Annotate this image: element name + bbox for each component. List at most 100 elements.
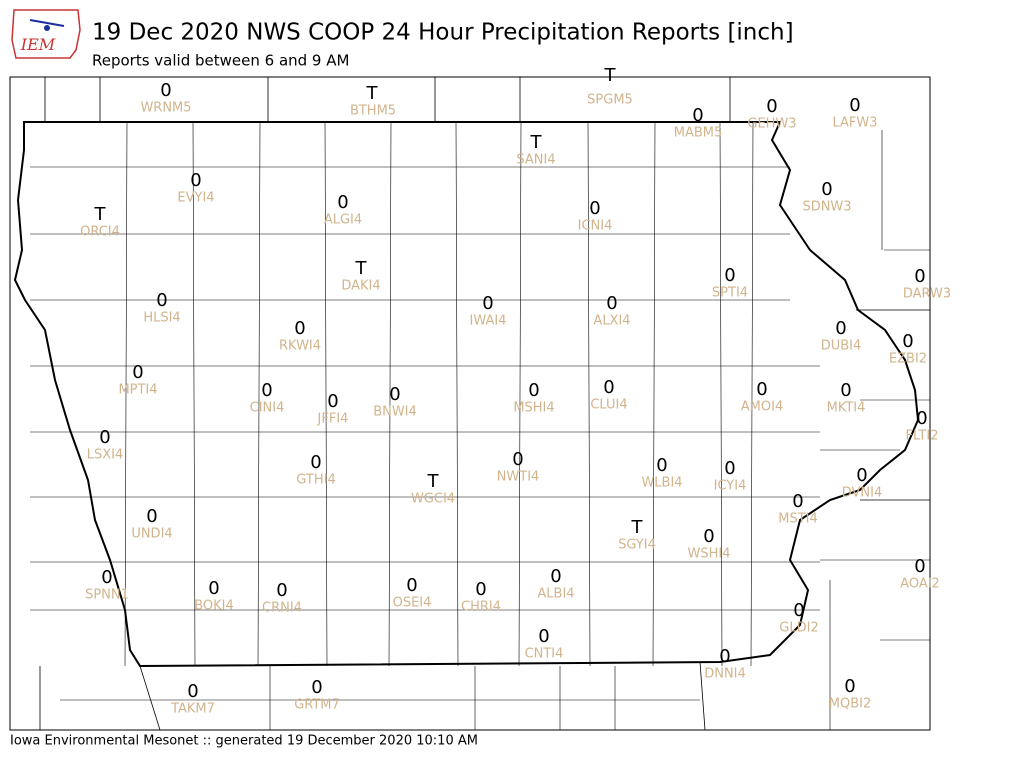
subtitle: Reports valid between 6 and 9 AM <box>92 52 349 70</box>
station-value: 0 <box>603 377 614 398</box>
station-id: SGYI4 <box>618 538 656 553</box>
station-value: 0 <box>835 318 846 339</box>
station-id: DNNI4 <box>704 667 746 682</box>
stations: 0WRNM5TBTHM5TSPGM50MABM50GEHW30LAFW3TSAN… <box>80 65 951 717</box>
station-value: 0 <box>914 266 925 287</box>
station-id: BTHM5 <box>350 104 396 119</box>
station-value: 0 <box>856 465 867 486</box>
station-id: WRNM5 <box>140 101 191 116</box>
station-value: 0 <box>844 676 855 697</box>
station-value: 0 <box>406 575 417 596</box>
station-value: 0 <box>692 105 703 126</box>
station-id: WGCI4 <box>411 492 455 507</box>
station-value: 0 <box>132 362 143 383</box>
station-id: CINI4 <box>250 401 285 416</box>
station-value: T <box>366 83 379 104</box>
logo-text: IEM <box>20 35 56 54</box>
station-value: 0 <box>756 379 767 400</box>
neighbor-borders <box>39 77 930 730</box>
station-id: HLSI4 <box>143 311 180 326</box>
station-value: 0 <box>840 380 851 401</box>
station-value: 0 <box>327 391 338 412</box>
station-id: DAKI4 <box>341 279 380 294</box>
station-value: 0 <box>849 95 860 116</box>
station-value: 0 <box>724 458 735 479</box>
station-value: 0 <box>512 449 523 470</box>
state-border <box>13 121 920 668</box>
station-value: 0 <box>337 192 348 213</box>
station-id: GRTM7 <box>294 698 340 713</box>
station-value: 0 <box>914 556 925 577</box>
station-id: SPGM5 <box>587 93 633 108</box>
station-value: 0 <box>389 384 400 405</box>
station-id: DVNI4 <box>842 486 883 501</box>
map <box>10 77 930 730</box>
station-value: 0 <box>261 380 272 401</box>
station-id: EZBI2 <box>889 352 927 367</box>
station-id: SPNN1 <box>85 588 129 603</box>
station-id: SANI4 <box>516 153 555 168</box>
title: 19 Dec 2020 NWS COOP 24 Hour Precipitati… <box>92 20 794 46</box>
station-id: LSXI4 <box>87 448 124 463</box>
station-id: GEHW3 <box>747 117 796 132</box>
station-value: 0 <box>156 290 167 311</box>
station-value: 0 <box>703 526 714 547</box>
station-id: RKWI4 <box>279 339 321 354</box>
station-value: T <box>530 132 543 153</box>
station-value: 0 <box>656 455 667 476</box>
station-value: 0 <box>482 293 493 314</box>
station-id: TAKM7 <box>170 702 215 717</box>
station-id: MQBI2 <box>829 697 871 712</box>
station-value: 0 <box>606 293 617 314</box>
station-value: 0 <box>538 626 549 647</box>
station-value: T <box>631 517 644 538</box>
station-id: GTHI4 <box>296 473 335 488</box>
station-value: 0 <box>475 579 486 600</box>
county-lines <box>30 121 930 730</box>
station-id: MKTI4 <box>827 401 866 416</box>
station-id: IWAI4 <box>470 314 507 329</box>
station-id: CNTI4 <box>525 647 564 662</box>
footer: Iowa Environmental Mesonet :: generated … <box>10 734 478 749</box>
station-id: CRNI4 <box>262 601 302 616</box>
station-value: 0 <box>294 318 305 339</box>
station-value: 0 <box>724 265 735 286</box>
station-value: 0 <box>311 677 322 698</box>
station-id: ALXI4 <box>593 314 630 329</box>
station-value: 0 <box>719 646 730 667</box>
station-id: SPTI4 <box>712 286 748 301</box>
station-id: ALGI4 <box>324 213 362 228</box>
station-value: 0 <box>146 506 157 527</box>
station-id: SDNW3 <box>802 200 851 215</box>
